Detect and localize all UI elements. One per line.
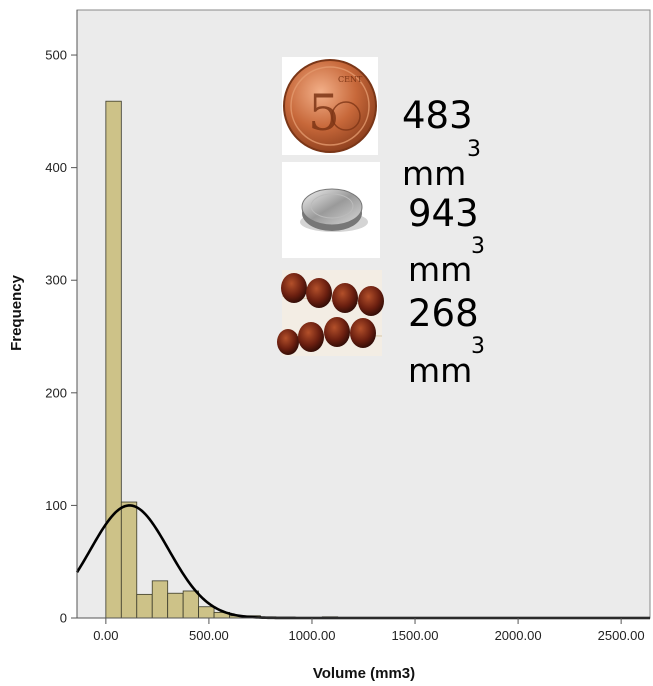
x-axis-title: Volume (mm3) — [313, 665, 415, 682]
y-tick-label: 500 — [45, 48, 67, 63]
coin-icon: 5 CENT — [283, 59, 377, 153]
y-tick-label: 100 — [45, 498, 67, 513]
beads-volume-unit: mm — [408, 351, 472, 390]
svg-text:CENT: CENT — [338, 75, 363, 84]
histogram-bar — [151, 580, 169, 619]
histogram-bar — [105, 100, 122, 619]
y-tick-label: 200 — [45, 385, 67, 400]
beads-volume-value: 268 — [408, 292, 479, 335]
histogram-bar — [182, 590, 200, 619]
histogram-bar — [136, 593, 153, 619]
battery-icon — [300, 188, 368, 232]
x-tick-label: 2500.00 — [598, 628, 645, 643]
coin-volume-exponent: 3 — [467, 137, 481, 162]
y-tick-label: 400 — [45, 160, 67, 175]
x-tick-label: 1500.00 — [392, 628, 439, 643]
x-tick-label: 2000.00 — [495, 628, 542, 643]
histogram-bar — [167, 592, 184, 619]
battery-volume-exponent: 3 — [471, 234, 485, 259]
y-tick-label: 300 — [45, 273, 67, 288]
y-axis-title: Frequency — [8, 274, 25, 351]
svg-text:5: 5 — [308, 84, 340, 142]
coin-volume-value: 483 — [402, 94, 473, 137]
x-tick-label: 1000.00 — [288, 628, 335, 643]
y-axis-ticks: 0 100 200 300 400 500 — [45, 48, 77, 626]
x-tick-label: 500.00 — [189, 628, 229, 643]
y-tick-label: 0 — [60, 611, 67, 626]
x-tick-label: 0.00 — [93, 628, 118, 643]
x-axis-ticks: 0.00 500.00 1000.00 1500.00 2000.00 2500.00 — [93, 618, 645, 643]
beads-volume-exponent: 3 — [471, 334, 485, 359]
beads-annotation: 268 mm 3 — [277, 270, 485, 390]
histogram-bar — [198, 606, 215, 619]
battery-annotation: 943 mm 3 — [282, 162, 485, 289]
histogram-bars — [105, 100, 339, 619]
battery-volume-value: 943 — [408, 192, 479, 235]
coin-volume-unit: mm — [402, 154, 466, 193]
beads-icon — [277, 273, 384, 355]
histogram-bar — [120, 501, 138, 619]
coin-annotation: 5 CENT 483 mm 3 — [282, 57, 481, 193]
battery-volume-unit: mm — [408, 250, 472, 289]
